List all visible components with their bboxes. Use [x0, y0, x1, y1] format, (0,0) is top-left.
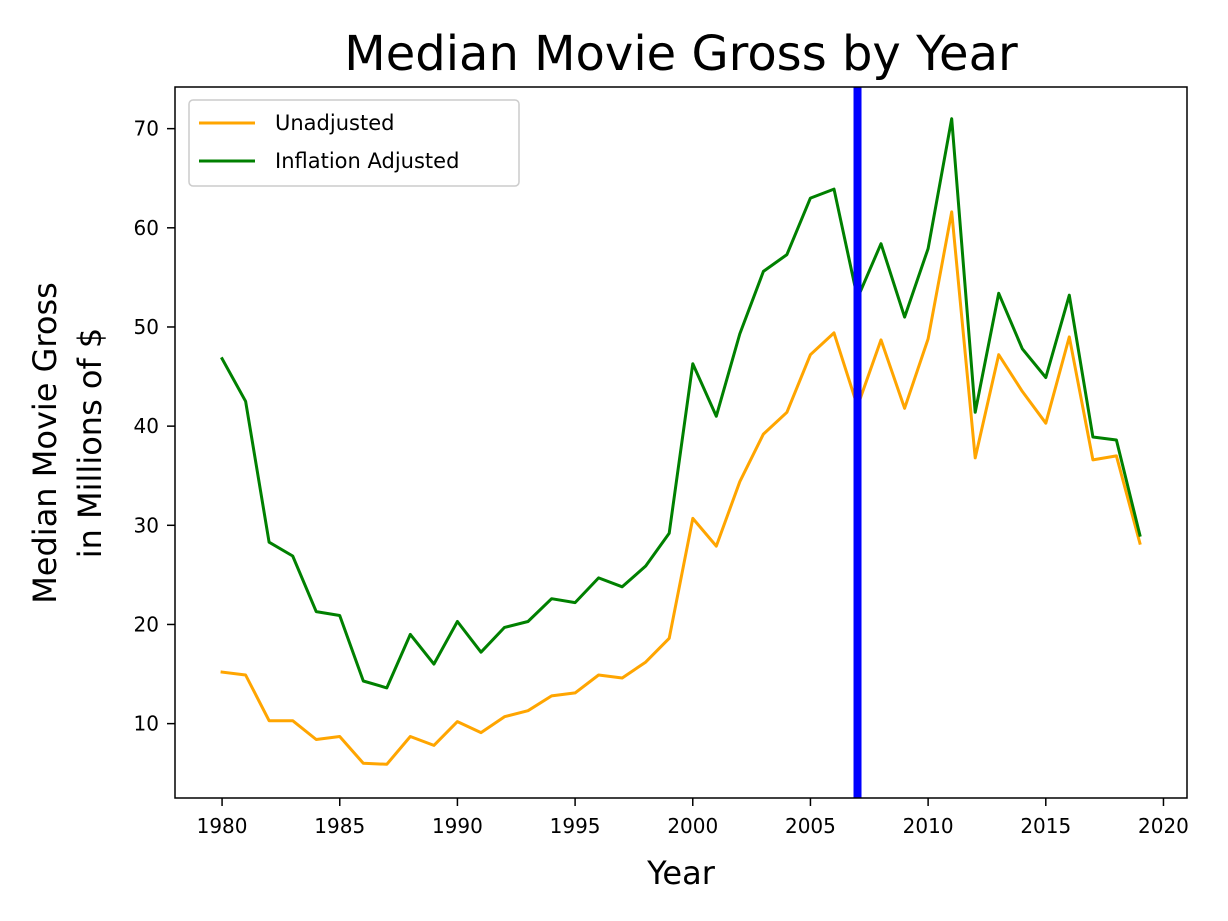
- x-tick-label: 2000: [667, 814, 718, 838]
- y-tick-label: 70: [134, 117, 159, 141]
- y-axis-label: Median Movie Gross in Millions of $: [26, 282, 109, 604]
- chart-title: Median Movie Gross by Year: [344, 26, 1018, 82]
- legend: Unadjusted Inflation Adjusted: [188, 99, 520, 187]
- y-tick-label: 10: [134, 712, 159, 736]
- x-tick-label: 1985: [314, 814, 365, 838]
- y-tick-label: 50: [134, 315, 159, 339]
- x-tick-label: 1995: [550, 814, 601, 838]
- plot-area: 1980 1985 1990 1995 2000 2005 2010 2015 2020 10 20…: [134, 86, 1189, 838]
- x-tick-label: 2005: [785, 814, 836, 838]
- y-tick-label: 60: [134, 216, 159, 240]
- x-tick-label: 1980: [197, 814, 248, 838]
- x-tick-label: 1990: [432, 814, 483, 838]
- y-axis-label-line-1: Median Movie Gross: [26, 282, 64, 604]
- y-tick-label: 20: [134, 612, 159, 636]
- series-line-unadjusted: [220, 210, 1142, 766]
- x-tick-label: 2010: [903, 814, 954, 838]
- legend-label-unadjusted: Unadjusted: [275, 111, 394, 135]
- y-tick-label: 30: [134, 513, 159, 537]
- x-tick-label: 2020: [1138, 814, 1189, 838]
- series-line-inflation-adjusted: [220, 117, 1142, 690]
- x-tick-label: 2015: [1020, 814, 1071, 838]
- plot-frame: [174, 86, 1188, 799]
- legend-label-inflation-adjusted: Inflation Adjusted: [275, 149, 459, 173]
- x-axis-label: Year: [646, 854, 716, 892]
- y-tick-label: 40: [134, 414, 159, 438]
- legend-frame: [188, 99, 520, 187]
- y-axis-label-line-2: in Millions of $: [71, 328, 109, 559]
